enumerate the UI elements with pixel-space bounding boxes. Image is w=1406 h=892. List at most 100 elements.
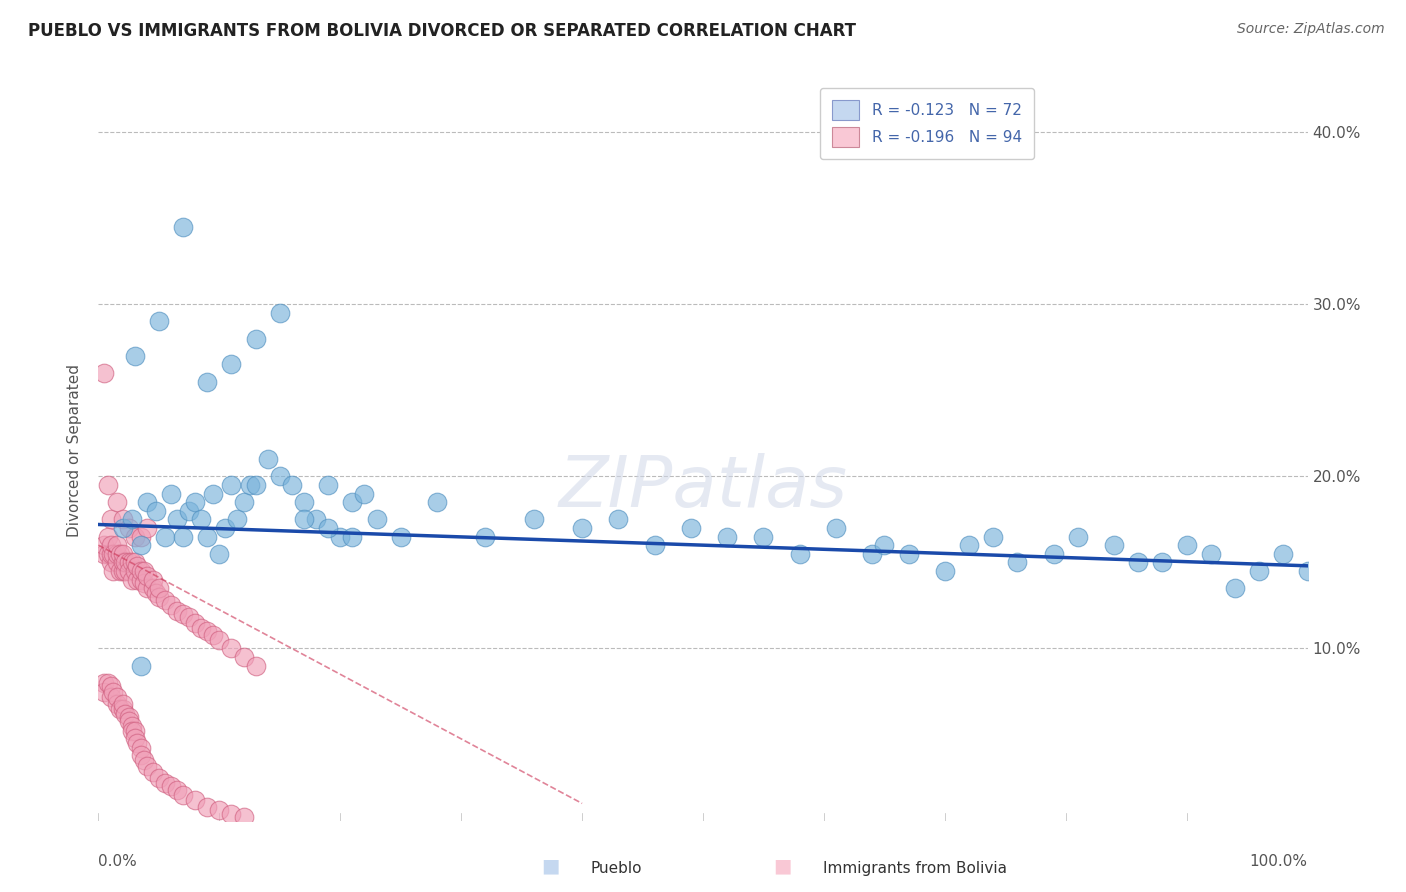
Point [195, 375, 218, 389]
Point [523, 512, 546, 526]
Point [118, 564, 141, 578]
Point [166, 512, 188, 526]
Point [121, 555, 143, 569]
Point [860, 547, 883, 561]
Point [111, 512, 134, 526]
Point [1128, 555, 1150, 569]
Point [108, 547, 131, 561]
Point [111, 697, 134, 711]
Point [100, 547, 122, 561]
Point [129, 741, 152, 756]
Point [127, 736, 149, 750]
Point [105, 697, 128, 711]
Point [101, 564, 124, 578]
Text: 100.0%: 100.0% [1250, 854, 1308, 869]
Point [172, 607, 194, 621]
Point [153, 530, 176, 544]
Point [789, 547, 811, 561]
Point [145, 586, 167, 600]
Point [245, 332, 267, 346]
Point [148, 771, 170, 785]
Point [160, 486, 183, 500]
Point [426, 495, 449, 509]
Point [121, 573, 143, 587]
Point [145, 504, 167, 518]
Point [256, 452, 278, 467]
Text: ZIPatlas: ZIPatlas [558, 453, 848, 522]
Point [195, 624, 218, 639]
Point [897, 547, 920, 561]
Point [305, 512, 328, 526]
Point [111, 555, 134, 569]
Text: Immigrants from Bolivia: Immigrants from Bolivia [823, 861, 1007, 876]
Point [93, 676, 115, 690]
Point [105, 547, 128, 561]
Point [957, 538, 980, 552]
Point [716, 530, 738, 544]
Point [124, 564, 146, 578]
Text: 0.0%: 0.0% [98, 854, 138, 869]
Point [135, 521, 157, 535]
Point [114, 564, 136, 578]
Point [93, 547, 115, 561]
Point [342, 530, 364, 544]
Point [190, 512, 212, 526]
Point [221, 357, 243, 371]
Point [981, 530, 1004, 544]
Point [316, 478, 339, 492]
Point [269, 469, 291, 483]
Point [644, 538, 666, 552]
Point [121, 719, 143, 733]
Point [93, 684, 115, 698]
Point [124, 349, 146, 363]
Point [179, 610, 201, 624]
Point [105, 555, 128, 569]
Point [97, 547, 120, 561]
Point [221, 641, 243, 656]
Point [111, 564, 134, 578]
Point [129, 530, 152, 544]
Point [118, 710, 141, 724]
Point [124, 731, 146, 745]
Point [97, 676, 120, 690]
Point [129, 538, 152, 552]
Point [179, 504, 201, 518]
Point [474, 530, 496, 544]
Point [124, 555, 146, 569]
Point [752, 530, 775, 544]
Point [93, 366, 115, 380]
Point [100, 690, 122, 704]
Point [221, 806, 243, 821]
Point [208, 547, 231, 561]
Point [269, 306, 291, 320]
Point [172, 788, 194, 802]
Point [226, 512, 249, 526]
Point [153, 776, 176, 790]
Point [389, 530, 412, 544]
Point [873, 538, 896, 552]
Point [121, 724, 143, 739]
Point [121, 512, 143, 526]
Point [245, 658, 267, 673]
Point [679, 521, 702, 535]
Point [195, 530, 218, 544]
Point [153, 593, 176, 607]
Point [124, 530, 146, 544]
Point [108, 702, 131, 716]
Point [239, 478, 262, 492]
Point [342, 495, 364, 509]
Point [129, 748, 152, 763]
Point [245, 478, 267, 492]
Point [100, 538, 122, 552]
Point [202, 486, 225, 500]
Point [1007, 555, 1029, 569]
Point [607, 512, 630, 526]
Point [329, 530, 352, 544]
Point [100, 512, 122, 526]
Point [166, 782, 188, 797]
Point [129, 658, 152, 673]
Point [142, 581, 165, 595]
Y-axis label: Divorced or Separated: Divorced or Separated [67, 364, 83, 537]
Legend: R = -0.123   N = 72, R = -0.196   N = 94: R = -0.123 N = 72, R = -0.196 N = 94 [820, 88, 1033, 160]
Point [172, 530, 194, 544]
